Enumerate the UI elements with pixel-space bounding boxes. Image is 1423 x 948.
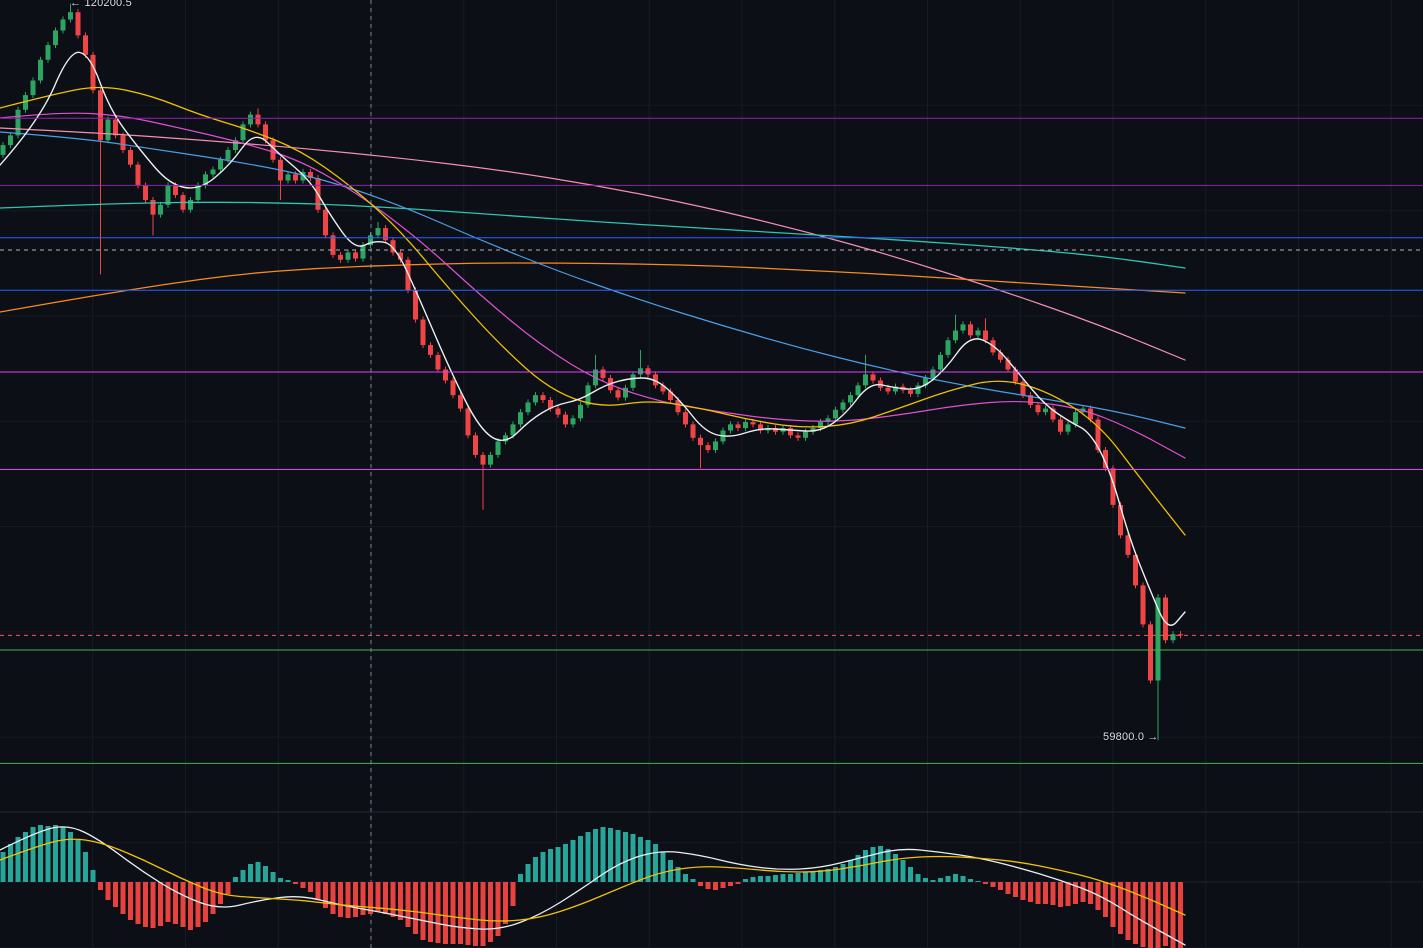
macd-line-white (0, 826, 1186, 946)
price-levels-layer (0, 117, 1423, 764)
low-price-label: 59800.0 → (1103, 731, 1159, 743)
macd-signal-yellow (0, 838, 1186, 922)
ma-white-fast[interactable] (0, 51, 1186, 626)
high-price-label: ← 120200.5 (70, 0, 132, 9)
ma-yellow[interactable] (0, 86, 1186, 536)
ma-magenta[interactable] (0, 112, 1186, 459)
ma-orange[interactable] (0, 262, 1186, 313)
ma-teal-long[interactable] (0, 201, 1186, 269)
macd-pane (0, 825, 1423, 948)
ma-cyan[interactable] (0, 131, 1186, 429)
